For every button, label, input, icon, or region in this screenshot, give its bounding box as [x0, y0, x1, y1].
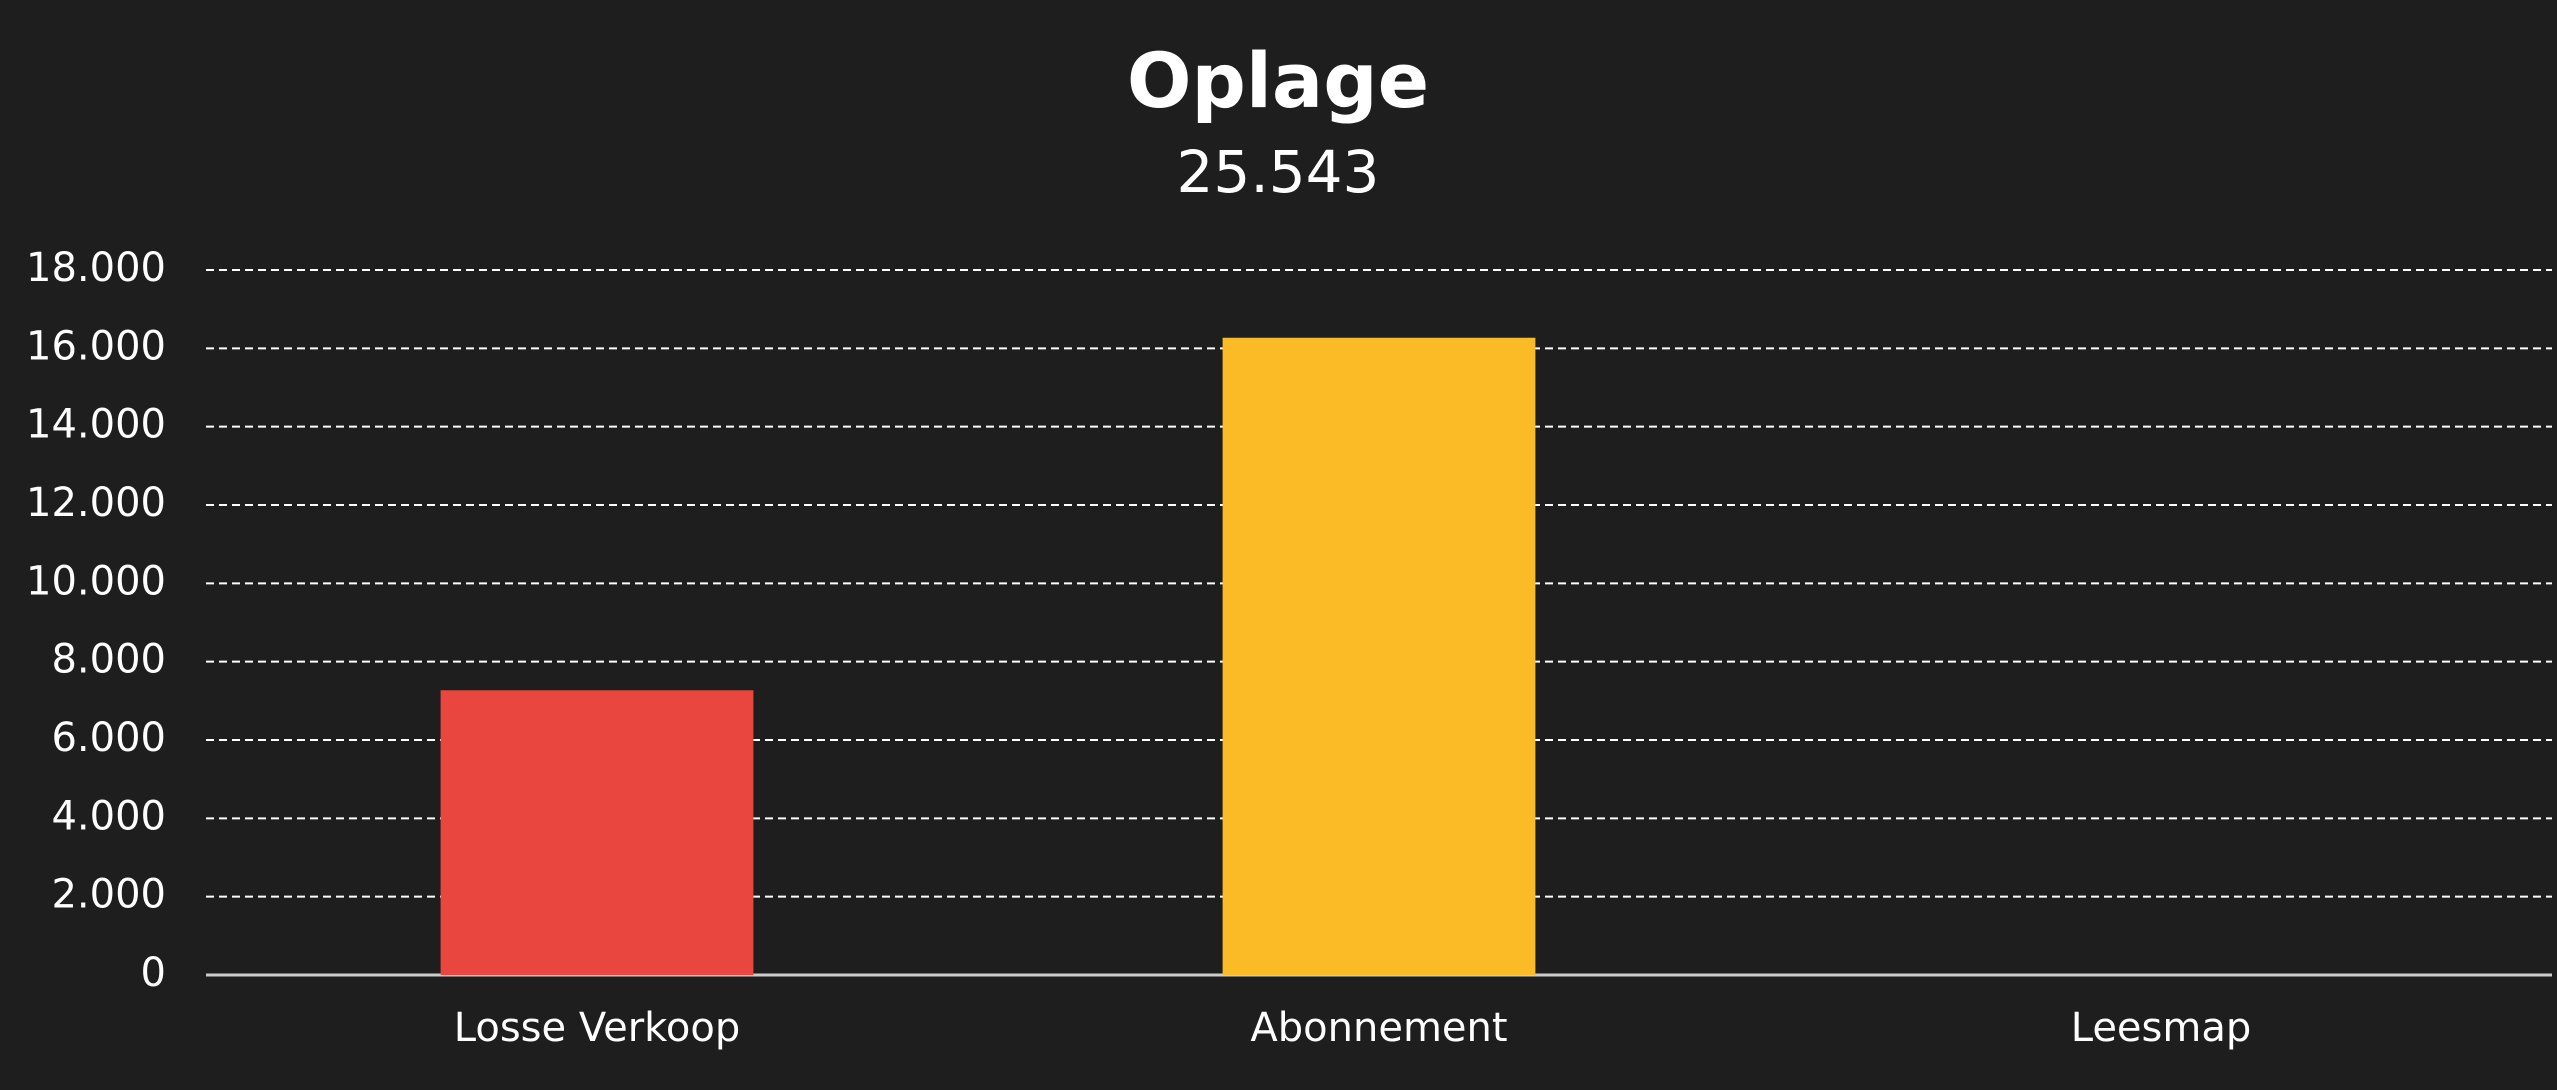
bar: [440, 690, 754, 975]
y-tick-label: 16.000: [26, 323, 166, 369]
chart-title: Oplage: [1127, 36, 1429, 125]
chart-subtitle: 25.543: [1177, 138, 1380, 206]
x-tick-label: Losse Verkoop: [454, 1005, 740, 1051]
y-tick-label: 10.000: [26, 558, 166, 604]
y-tick-label: 4.000: [51, 793, 166, 839]
x-tick-label: Abonnement: [1250, 1005, 1507, 1051]
y-tick-label: 0: [141, 950, 166, 996]
y-tick-label: 14.000: [26, 402, 166, 448]
x-tick-label: Leesmap: [2071, 1005, 2252, 1051]
y-tick-label: 2.000: [51, 872, 166, 918]
y-tick-label: 8.000: [51, 637, 166, 683]
bar: [1222, 337, 1536, 976]
y-tick-label: 18.000: [26, 245, 166, 291]
y-tick-label: 12.000: [26, 480, 166, 526]
y-tick-label: 6.000: [51, 715, 166, 761]
